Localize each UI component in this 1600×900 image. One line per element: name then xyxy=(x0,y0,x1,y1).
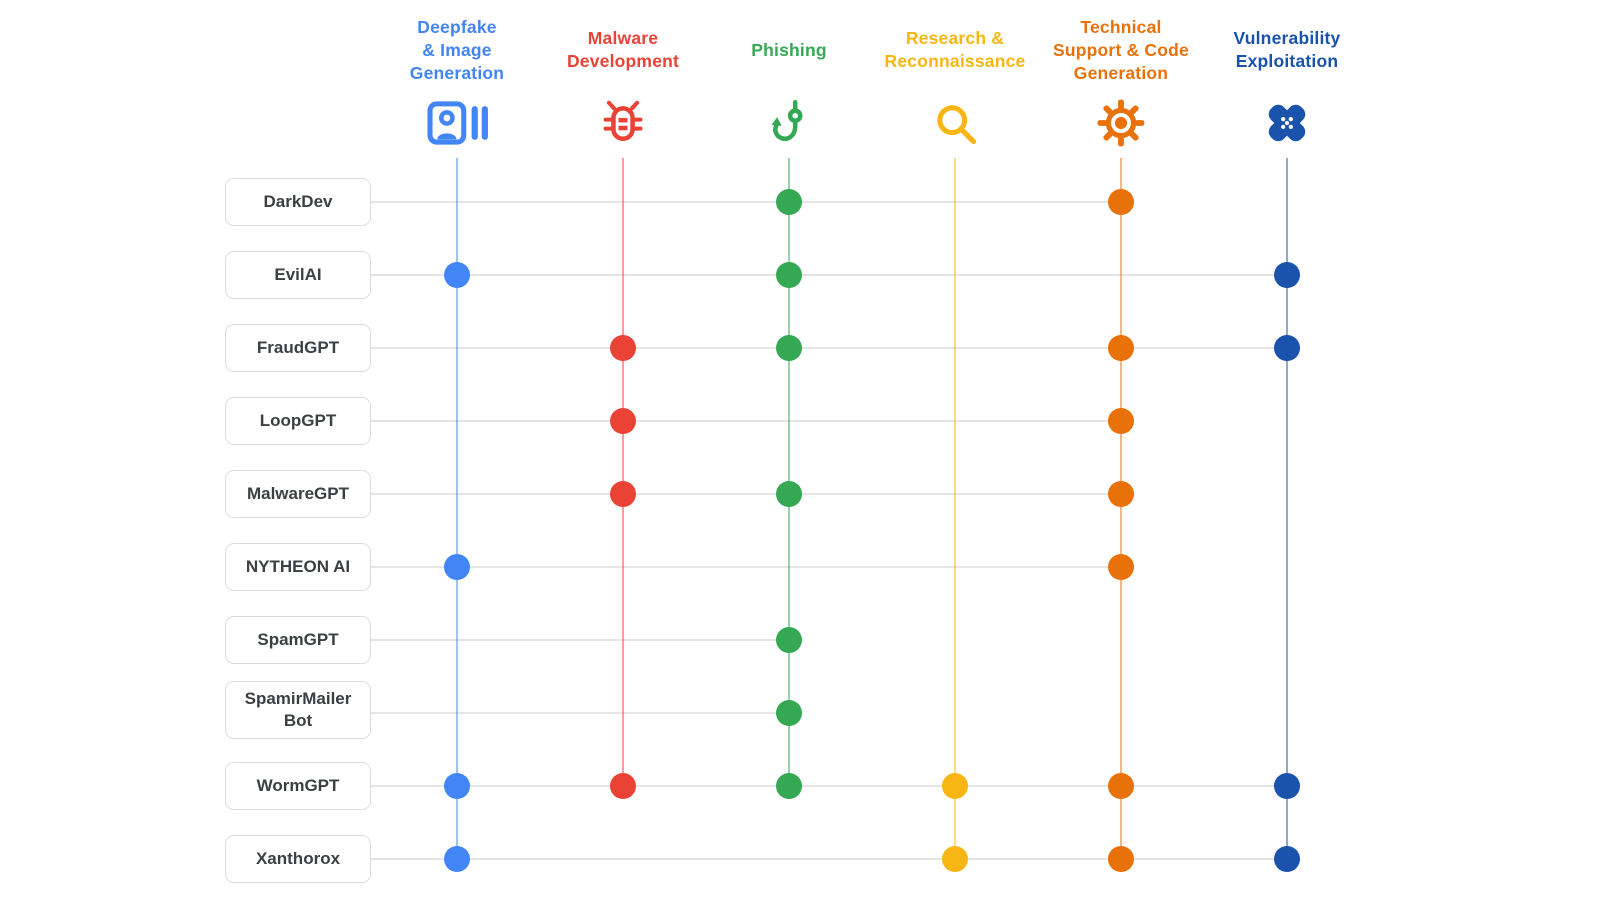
tool-label-box: Xanthorox xyxy=(225,835,371,883)
tool-label: DarkDev xyxy=(263,192,333,211)
capability-dot-malware xyxy=(610,481,636,507)
column-header-research: Research & Reconnaissance xyxy=(884,28,1026,71)
row-line xyxy=(371,201,1121,203)
tool-label: EvilAI xyxy=(274,265,322,284)
capability-dot-malware xyxy=(610,335,636,361)
column-header-deepfake: Deepfake & Image Generation xyxy=(409,16,505,83)
column-header-phishing: Phishing xyxy=(751,39,827,60)
row-line xyxy=(371,785,1287,787)
capability-dot-phishing xyxy=(776,773,802,799)
bandage-icon xyxy=(1247,92,1327,154)
capability-dot-deepfake xyxy=(444,262,470,288)
capability-dot-deepfake xyxy=(444,773,470,799)
column-header-tech_support: Technical Support & Code Generation xyxy=(1053,16,1189,83)
column-line-vulnerability xyxy=(1286,158,1288,859)
capability-dot-tech_support xyxy=(1108,481,1134,507)
column-line-tech_support xyxy=(1120,158,1122,859)
tool-label: MalwareGPT xyxy=(246,484,350,503)
row-line xyxy=(371,712,789,714)
tool-label: SpamirMailer Bot xyxy=(244,689,352,730)
capability-dot-tech_support xyxy=(1108,773,1134,799)
row-line xyxy=(371,858,1287,860)
column-header-vulnerability: Vulnerability Exploitation xyxy=(1233,28,1341,71)
capability-dot-phishing xyxy=(776,627,802,653)
column-header-malware: Malware Development xyxy=(566,28,680,71)
column-line-research xyxy=(954,158,956,859)
capability-dot-deepfake xyxy=(444,846,470,872)
capability-dot-phishing xyxy=(776,481,802,507)
row-line xyxy=(371,566,1121,568)
tool-label-box: NYTHEON AI xyxy=(225,543,371,591)
column-line-phishing xyxy=(788,158,790,786)
tool-label: FraudGPT xyxy=(256,338,340,357)
tool-label: SpamGPT xyxy=(257,630,339,649)
capability-dot-malware xyxy=(610,773,636,799)
column-line-malware xyxy=(622,158,624,786)
capability-dot-tech_support xyxy=(1108,554,1134,580)
row-line xyxy=(371,347,1287,349)
tool-label-box: LoopGPT xyxy=(225,397,371,445)
tool-label: LoopGPT xyxy=(259,411,337,430)
capability-dot-phishing xyxy=(776,335,802,361)
capability-dot-research xyxy=(942,846,968,872)
fish-hook-icon xyxy=(749,92,829,154)
tool-label-box: EvilAI xyxy=(225,251,371,299)
capability-dot-research xyxy=(942,773,968,799)
capability-dot-vulnerability xyxy=(1274,846,1300,872)
tool-label-box: SpamGPT xyxy=(225,616,371,664)
tool-label: Xanthorox xyxy=(255,849,341,868)
capability-dot-vulnerability xyxy=(1274,262,1300,288)
row-line xyxy=(371,493,1121,495)
tool-label-box: WormGPT xyxy=(225,762,371,810)
gear-icon xyxy=(1081,92,1161,154)
row-line xyxy=(371,639,789,641)
bug-icon xyxy=(583,92,663,154)
column-line-deepfake xyxy=(456,158,458,859)
capability-dot-tech_support xyxy=(1108,408,1134,434)
tool-label-box: MalwareGPT xyxy=(225,470,371,518)
tool-label: WormGPT xyxy=(256,776,340,795)
capability-dot-phishing xyxy=(776,700,802,726)
tool-label: NYTHEON AI xyxy=(245,557,351,576)
capability-dot-deepfake xyxy=(444,554,470,580)
capability-dot-phishing xyxy=(776,262,802,288)
tool-label-box: SpamirMailer Bot xyxy=(225,681,371,739)
magnifier-icon xyxy=(915,92,995,154)
capability-dot-vulnerability xyxy=(1274,773,1300,799)
capability-dot-tech_support xyxy=(1108,846,1134,872)
capability-dot-vulnerability xyxy=(1274,335,1300,361)
capability-dot-tech_support xyxy=(1108,189,1134,215)
capability-dot-malware xyxy=(610,408,636,434)
tool-label-box: DarkDev xyxy=(225,178,371,226)
capability-dot-tech_support xyxy=(1108,335,1134,361)
photo-gallery-icon xyxy=(417,92,497,154)
tool-label-box: FraudGPT xyxy=(225,324,371,372)
row-line xyxy=(371,274,1287,276)
row-line xyxy=(371,420,1121,422)
capability-dot-phishing xyxy=(776,189,802,215)
